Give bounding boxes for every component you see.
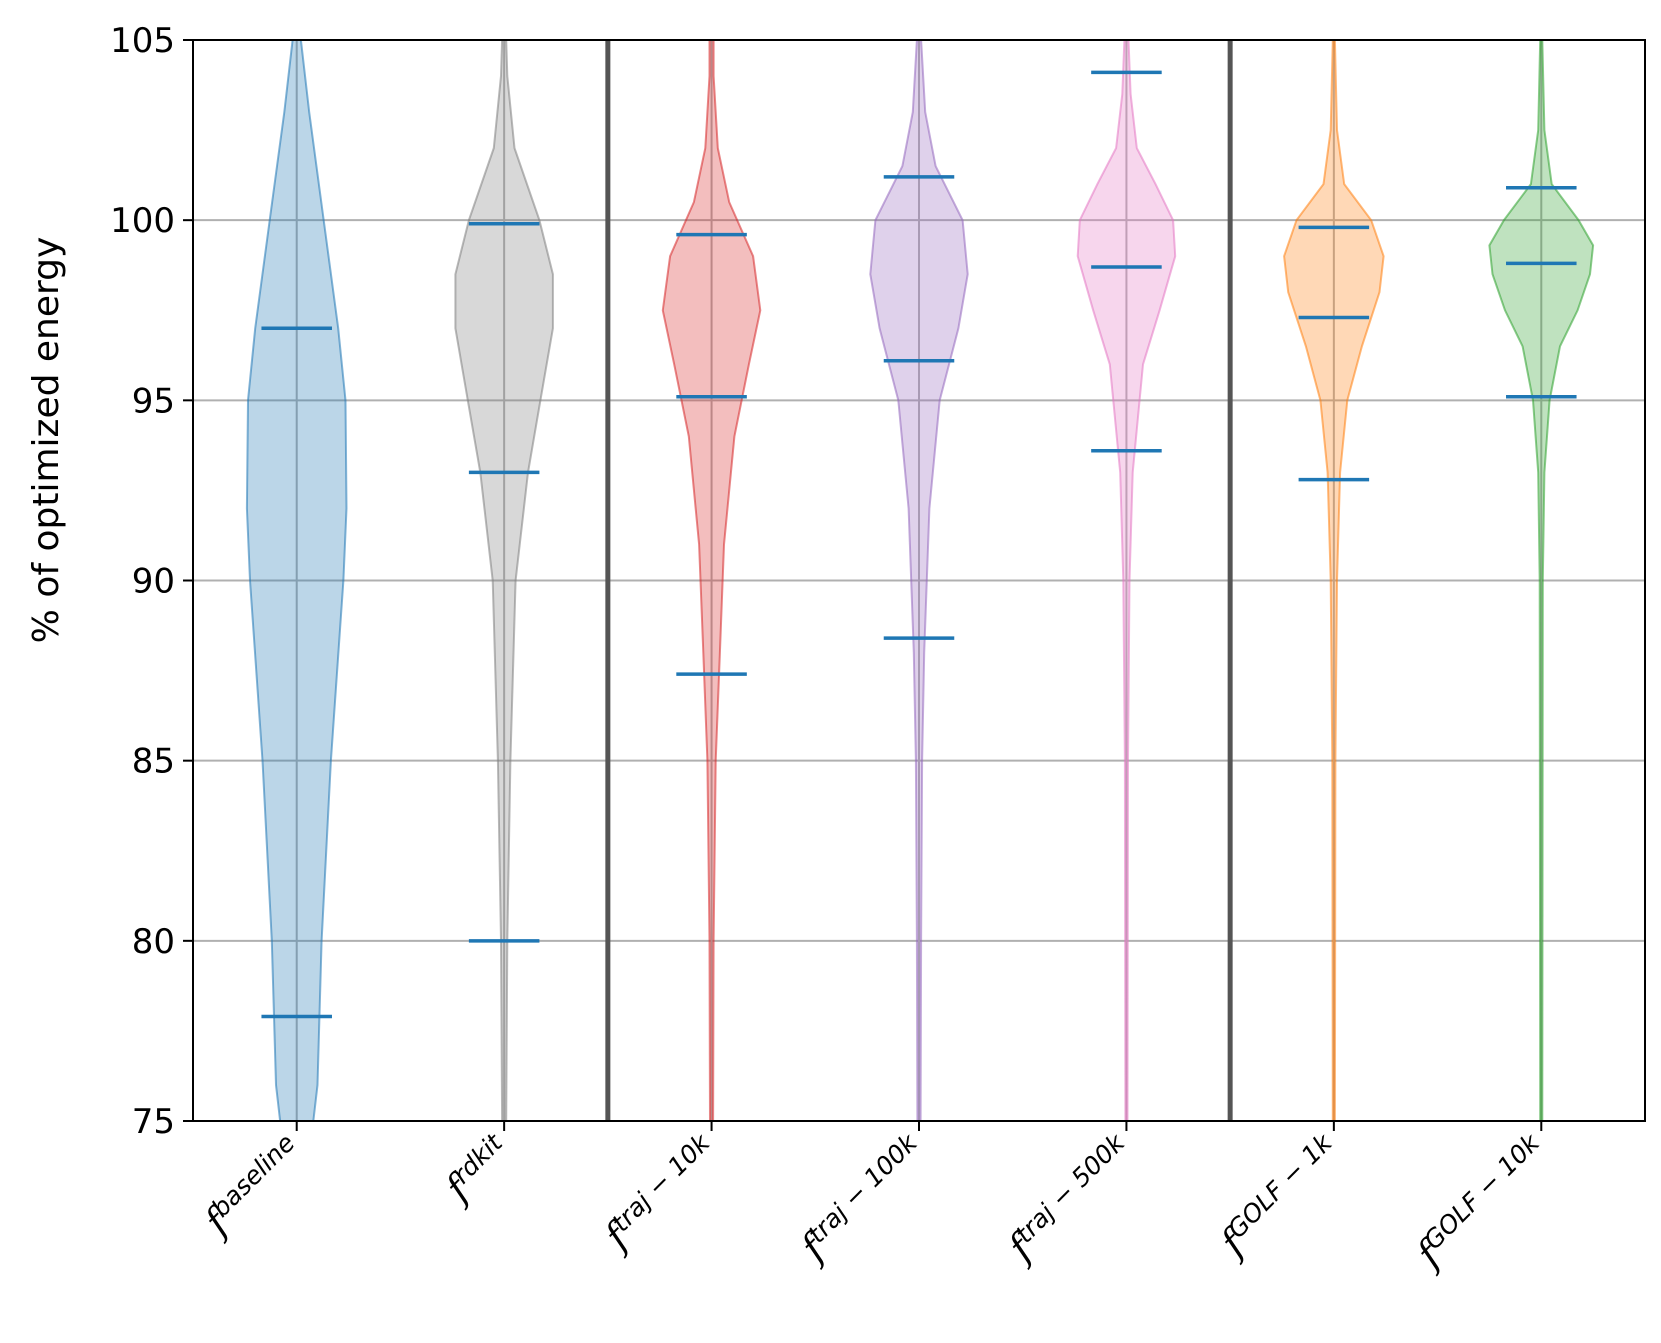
x-tick-label: ftraj − 500k <box>998 1127 1142 1271</box>
y-axis-label: % of optimized energy <box>26 237 67 644</box>
x-tick-label: ftraj − 100k <box>790 1127 934 1271</box>
y-tick-label: 80 <box>132 922 175 962</box>
x-tick-label-subscript: traj − 10k <box>606 1127 716 1237</box>
y-axis-ticks: 75 80 85 90 95 100 105 <box>110 21 193 1142</box>
x-tick-label: fGOLF − 10k <box>1406 1127 1557 1278</box>
x-tick-label: fGOLF − 1k <box>1210 1127 1349 1266</box>
x-tick-label: fbaseline <box>194 1128 311 1245</box>
y-tick-label: 105 <box>110 21 175 61</box>
y-tick-label: 95 <box>132 381 175 421</box>
x-tick-label-subscript: GOLF − 10k <box>1418 1127 1546 1255</box>
violin-f_GOLF-1k <box>1283 40 1385 1121</box>
x-tick-label-subscript: GOLF − 1k <box>1222 1127 1339 1244</box>
grid-lines <box>193 39 1645 1122</box>
group-separators <box>605 40 1233 1121</box>
y-tick-label: 85 <box>132 742 175 782</box>
violin-f_traj-500k <box>1076 40 1177 1121</box>
violin-f_traj-100k <box>869 40 969 1121</box>
violin-f_baseline <box>245 40 348 1121</box>
x-tick-label-subscript: traj − 100k <box>802 1127 924 1249</box>
percentile-markers <box>261 70 1577 1019</box>
y-tick-label: 90 <box>132 562 175 602</box>
violins <box>245 40 1595 1121</box>
x-axis-ticks: fbaseline frdkit ftraj − 10k ftraj − 100k ft… <box>194 1121 1557 1278</box>
x-tick-label-subscript: traj − 500k <box>1010 1127 1132 1249</box>
y-tick-label: 75 <box>132 1102 175 1142</box>
x-tick-label: frdkit <box>435 1127 520 1212</box>
y-tick-label: 100 <box>110 201 175 241</box>
x-tick-label: ftraj − 10k <box>594 1127 727 1260</box>
violin-f_traj-10k <box>661 40 762 1121</box>
violin-f_GOLF-10k <box>1488 40 1595 1121</box>
x-tick-label-subscript: baseline <box>206 1128 301 1223</box>
